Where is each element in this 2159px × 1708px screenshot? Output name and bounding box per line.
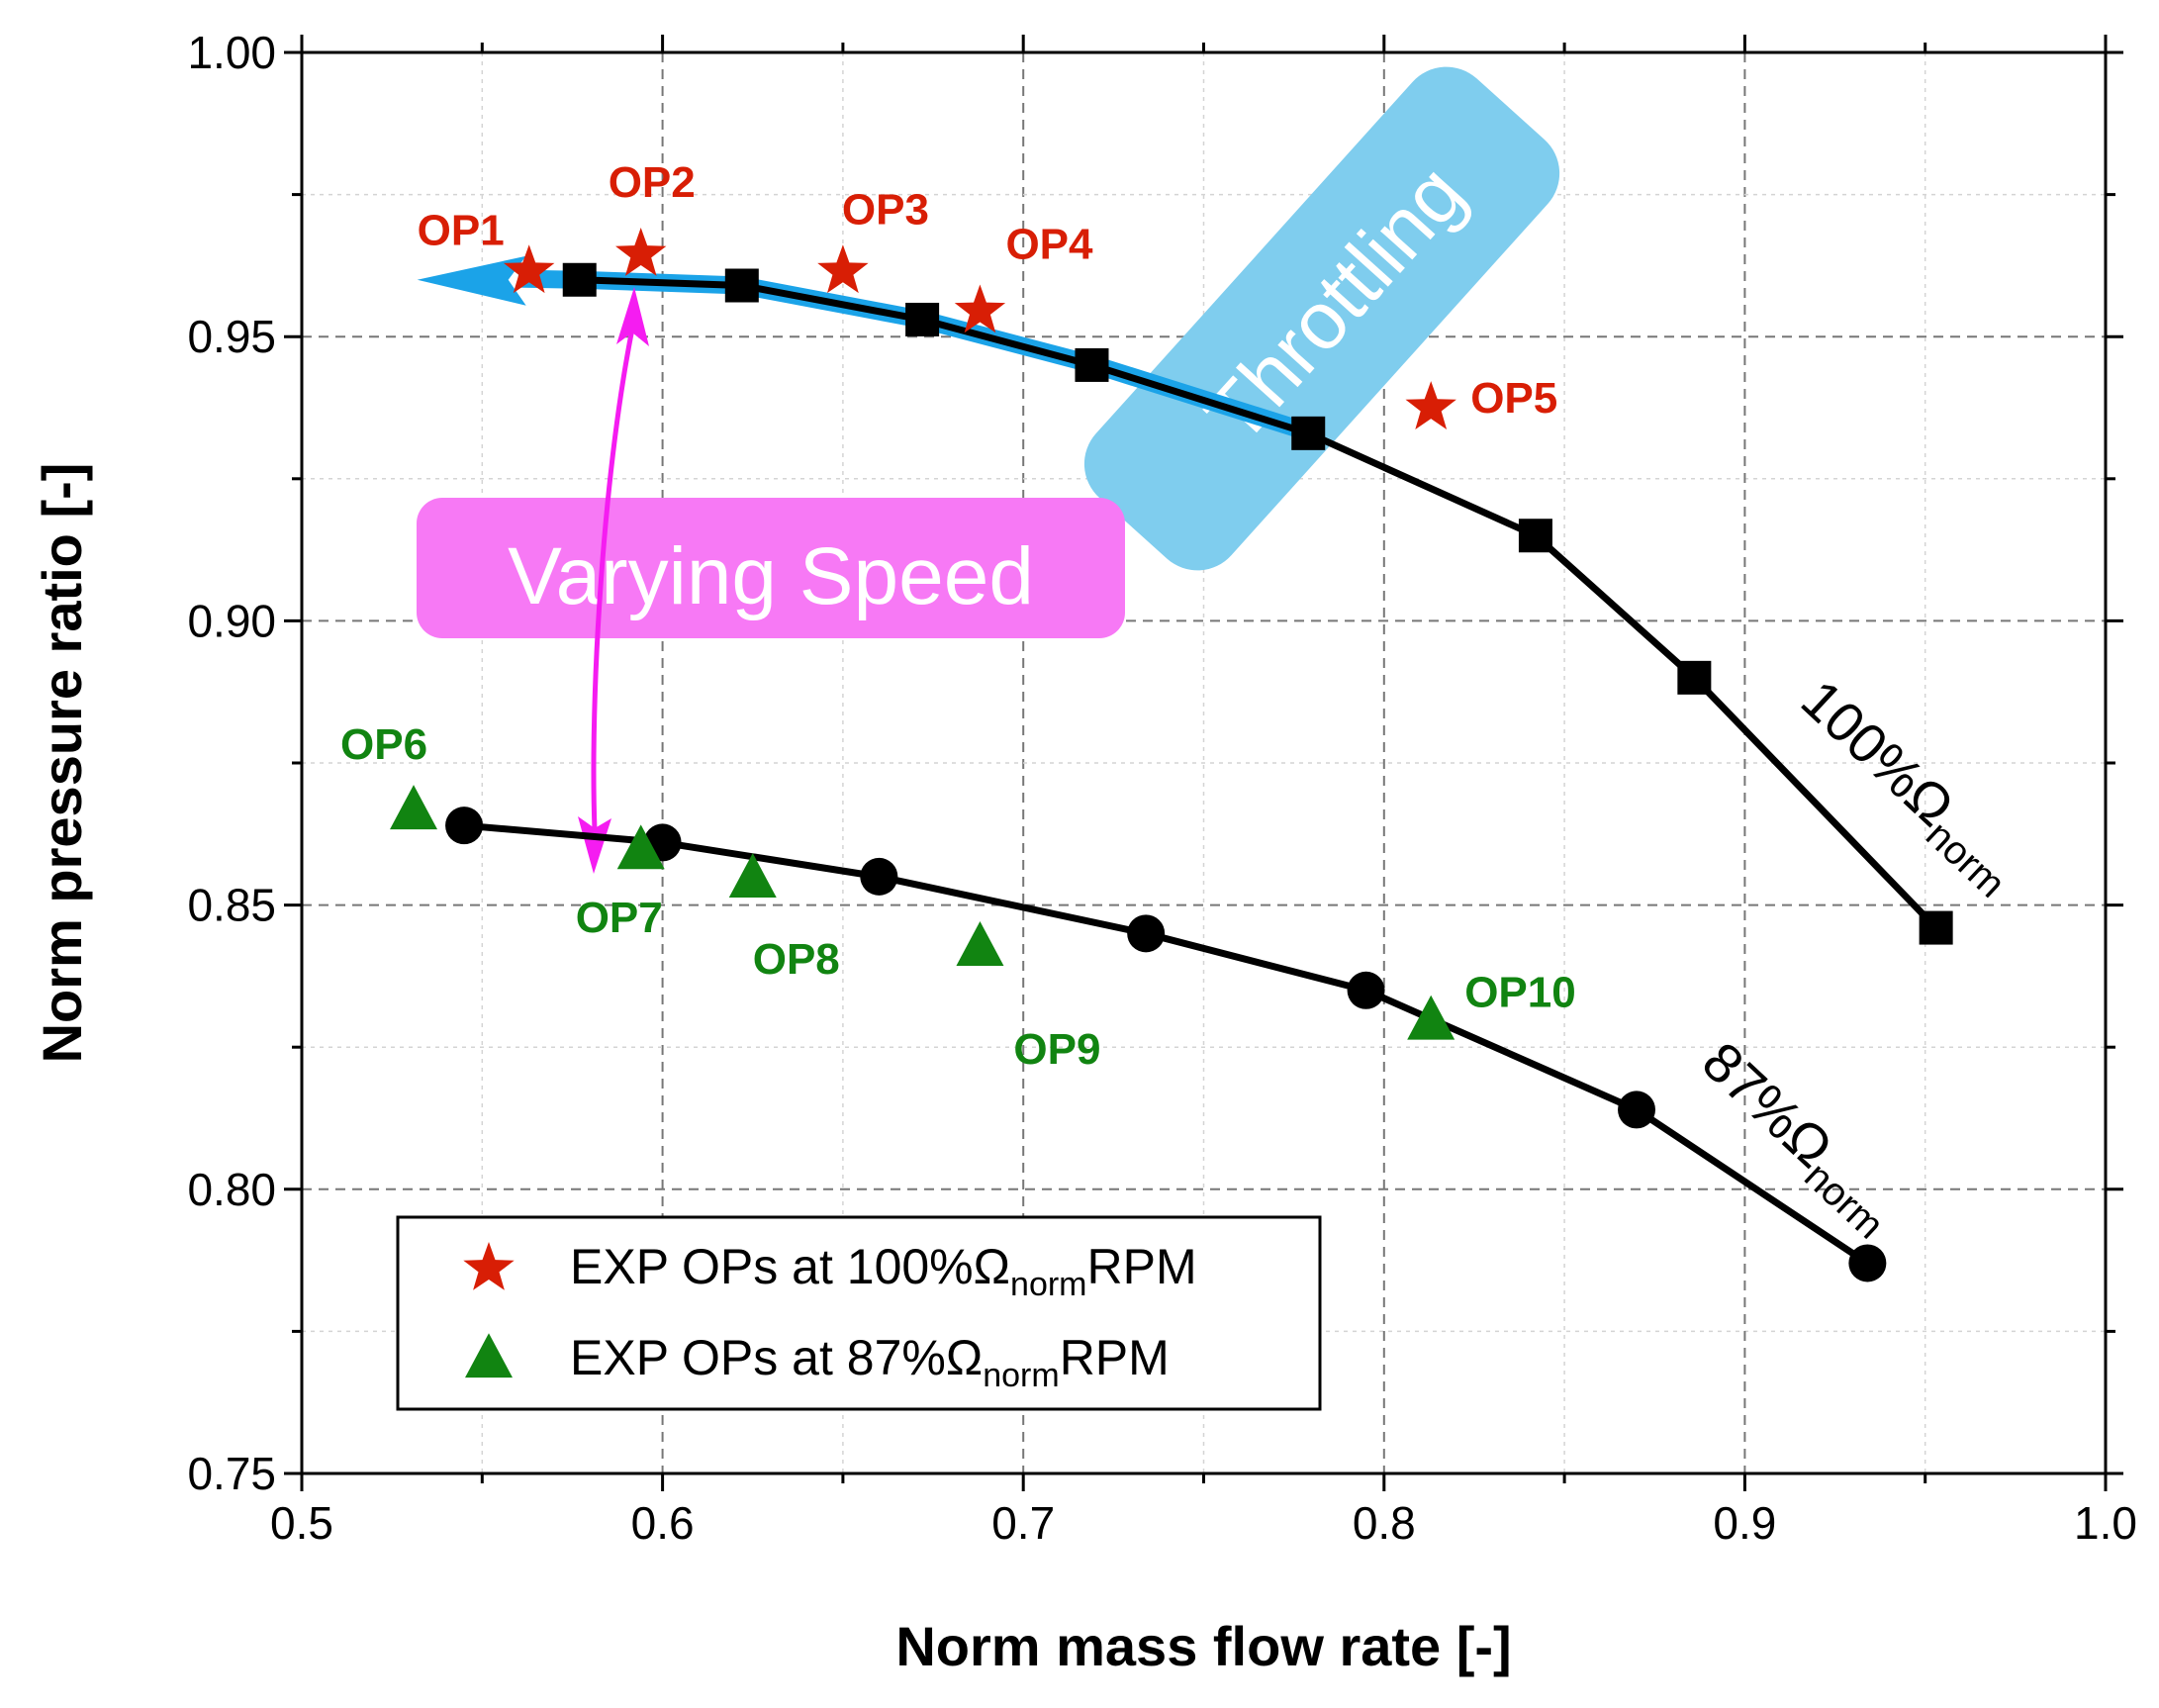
circle-marker xyxy=(1127,914,1166,953)
circle-marker xyxy=(1848,1244,1887,1282)
legend-box xyxy=(396,1215,1322,1411)
y-tick-label: 0.80 xyxy=(187,1164,276,1215)
x-tick-label: 0.9 xyxy=(1713,1497,1776,1549)
throttling-arrow-head xyxy=(417,255,526,306)
op-label-red: OP2 xyxy=(609,158,696,207)
x-tick-label: 0.6 xyxy=(631,1497,695,1549)
y-tick-label: 0.75 xyxy=(187,1448,276,1499)
op-label-red: OP1 xyxy=(418,206,505,254)
legend-star-icon xyxy=(463,1242,515,1290)
speed-line-87 xyxy=(463,821,1870,1267)
square-marker xyxy=(562,262,597,297)
circle-marker xyxy=(445,807,484,845)
op-label-green: OP6 xyxy=(340,720,427,769)
speed-line-100 xyxy=(579,276,1939,931)
op-triangle-marker xyxy=(1407,995,1455,1040)
op-star-marker xyxy=(817,244,869,294)
op-label-red: OP5 xyxy=(1470,374,1557,423)
op-triangle-marker xyxy=(728,853,777,899)
legend-triangle-icon xyxy=(465,1333,513,1378)
op-label-green: OP9 xyxy=(1013,1025,1100,1074)
circle-marker xyxy=(860,857,898,896)
square-marker xyxy=(1291,416,1326,450)
op-star-marker xyxy=(1405,381,1456,429)
x-tick-label: 0.8 xyxy=(1353,1497,1416,1549)
square-marker xyxy=(1075,347,1109,382)
op-triangle-marker xyxy=(390,785,438,830)
x-tick-label: 0.5 xyxy=(270,1497,333,1549)
legend-entry: EXP OPs at 87%ΩnormRPM xyxy=(570,1330,1170,1394)
x-axis-title: Norm mass flow rate [-] xyxy=(895,1615,1511,1677)
square-marker xyxy=(1518,519,1552,553)
op-triangle-marker xyxy=(956,921,1004,966)
y-tick-label: 0.95 xyxy=(187,311,276,362)
varying-speed-arrow-head-up xyxy=(616,287,649,346)
y-tick-label: 1.00 xyxy=(187,27,276,78)
op-label-red: OP4 xyxy=(1005,220,1093,268)
circle-marker xyxy=(1347,971,1385,1009)
op-label-green: OP7 xyxy=(576,894,663,942)
throttling-box-bg xyxy=(1083,66,1560,571)
y-tick-label: 0.85 xyxy=(187,880,276,931)
x-tick-label: 0.7 xyxy=(991,1497,1055,1549)
square-marker xyxy=(905,302,940,336)
varying-speed-arrow-head-down xyxy=(578,816,611,874)
op-label-green: OP10 xyxy=(1464,968,1576,1016)
square-marker xyxy=(1919,910,1953,945)
op-triangle-marker xyxy=(616,824,665,870)
axes: 0.5 0.6 0.7 0.8 0.9 1.0 0.75 0.80 0.85 0.90 0.95 1.… xyxy=(31,27,2137,1677)
y-tick-label: 0.90 xyxy=(187,595,276,646)
square-marker xyxy=(1677,660,1712,695)
series xyxy=(390,228,1953,1282)
op-label-red: OP3 xyxy=(842,185,929,234)
varying-speed-text: Varying Speed xyxy=(508,531,1034,621)
varying-speed-arrow-shaft xyxy=(591,328,635,831)
annotations: Throttling Varying Speed xyxy=(417,66,1560,874)
varying-speed-box xyxy=(417,498,1125,638)
square-marker xyxy=(724,268,759,303)
legend: EXP OPs at 100%ΩnormRPM EXP OPs at 87%Ωno… xyxy=(396,1215,1322,1411)
op-label-green: OP8 xyxy=(753,935,840,984)
throttling-box: Throttling xyxy=(1083,66,1560,571)
op-star-marker xyxy=(504,244,555,294)
curve-label-100: 100%Ωnorm xyxy=(1784,668,2032,906)
y-axis-title: Norm pressure ratio [-] xyxy=(31,463,93,1064)
op-star-marker xyxy=(615,228,667,276)
x-tick-label: 1.0 xyxy=(2074,1497,2137,1549)
circle-marker xyxy=(1618,1091,1656,1129)
op-star-marker xyxy=(954,284,1006,333)
legend-entry: EXP OPs at 100%ΩnormRPM xyxy=(570,1239,1197,1303)
